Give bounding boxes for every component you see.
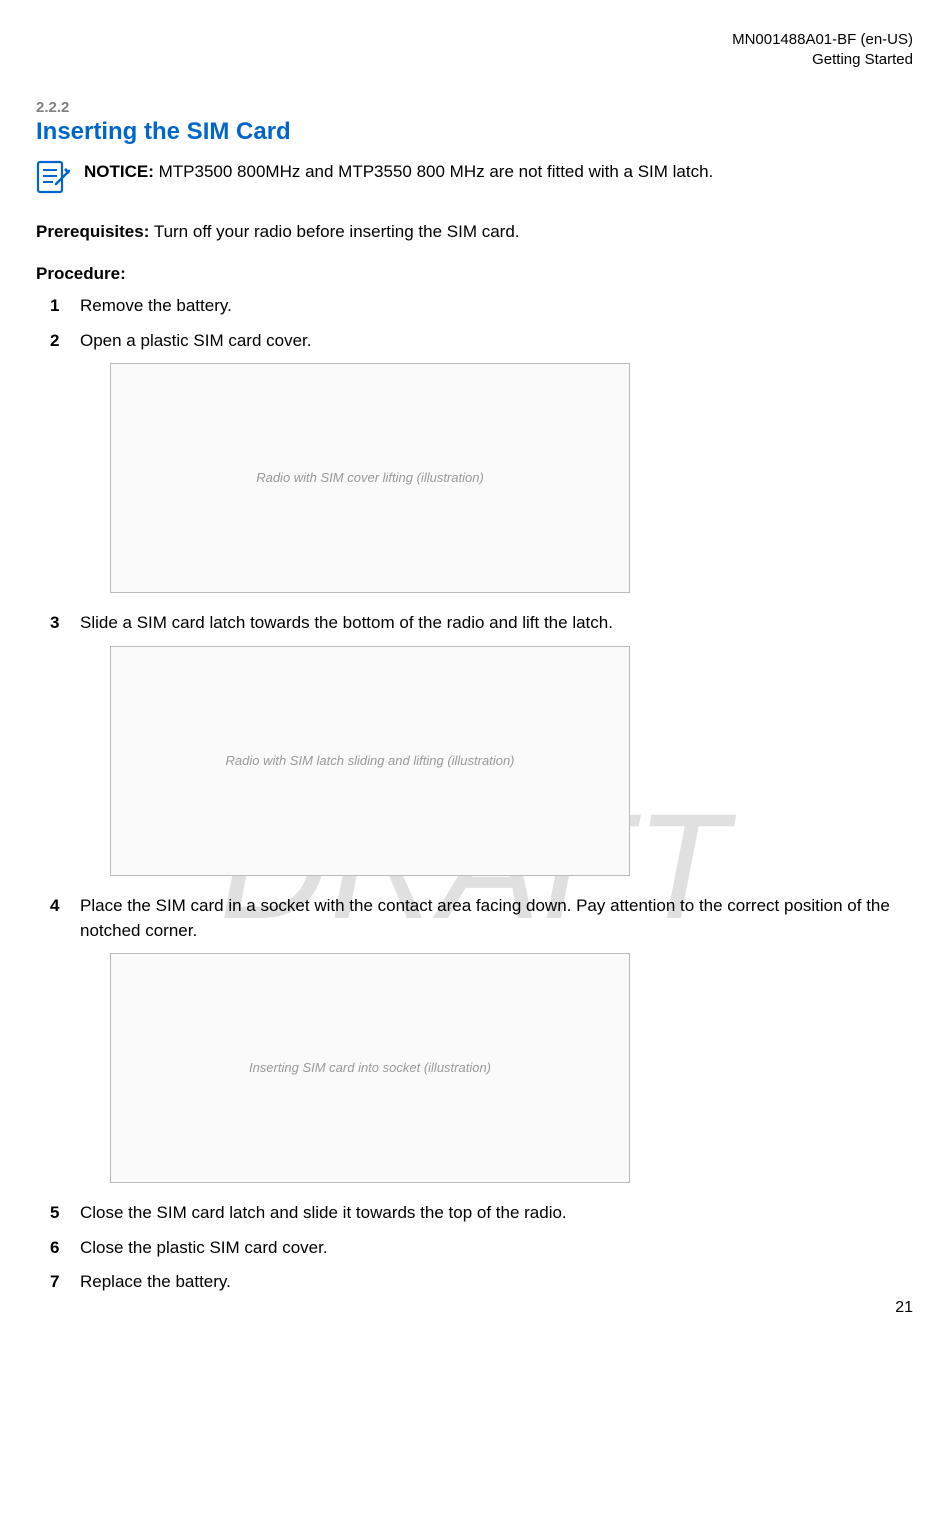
page-number: 21 bbox=[895, 1299, 913, 1317]
prerequisites: Prerequisites: Turn off your radio befor… bbox=[36, 222, 913, 242]
prerequisites-label: Prerequisites: bbox=[36, 222, 149, 241]
step-1: Remove the battery. bbox=[80, 294, 913, 319]
notice-block: NOTICE: MTP3500 800MHz and MTP3550 800 M… bbox=[36, 158, 913, 194]
section-number: 2.2.2 bbox=[36, 99, 913, 116]
step-4: Place the SIM card in a socket with the … bbox=[80, 894, 913, 1183]
figure-3: Inserting SIM card into socket (illustra… bbox=[110, 953, 630, 1183]
notice-label: NOTICE: bbox=[84, 162, 154, 181]
procedure-steps: Remove the battery. Open a plastic SIM c… bbox=[36, 294, 913, 1295]
notice-body: MTP3500 800MHz and MTP3550 800 MHz are n… bbox=[159, 162, 714, 181]
notice-text: NOTICE: MTP3500 800MHz and MTP3550 800 M… bbox=[84, 158, 713, 184]
step-6: Close the plastic SIM card cover. bbox=[80, 1236, 913, 1261]
prerequisites-text: Turn off your radio before inserting the… bbox=[154, 222, 520, 241]
step-7: Replace the battery. bbox=[80, 1270, 913, 1295]
figure-2: Radio with SIM latch sliding and lifting… bbox=[110, 646, 630, 876]
doc-id: MN001488A01-BF (en-US) bbox=[36, 30, 913, 50]
section-title: Inserting the SIM Card bbox=[36, 118, 913, 146]
figure-1: Radio with SIM cover lifting (illustrati… bbox=[110, 363, 630, 593]
step-3-text: Slide a SIM card latch towards the botto… bbox=[80, 613, 613, 632]
page-header: MN001488A01-BF (en-US) Getting Started bbox=[36, 30, 913, 69]
notice-icon bbox=[36, 158, 70, 194]
step-5: Close the SIM card latch and slide it to… bbox=[80, 1201, 913, 1226]
step-3: Slide a SIM card latch towards the botto… bbox=[80, 611, 913, 876]
step-4-text: Place the SIM card in a socket with the … bbox=[80, 896, 890, 940]
step-2-text: Open a plastic SIM card cover. bbox=[80, 331, 312, 350]
chapter-name: Getting Started bbox=[36, 50, 913, 70]
step-2: Open a plastic SIM card cover. Radio wit… bbox=[80, 329, 913, 594]
procedure-label: Procedure: bbox=[36, 264, 913, 284]
